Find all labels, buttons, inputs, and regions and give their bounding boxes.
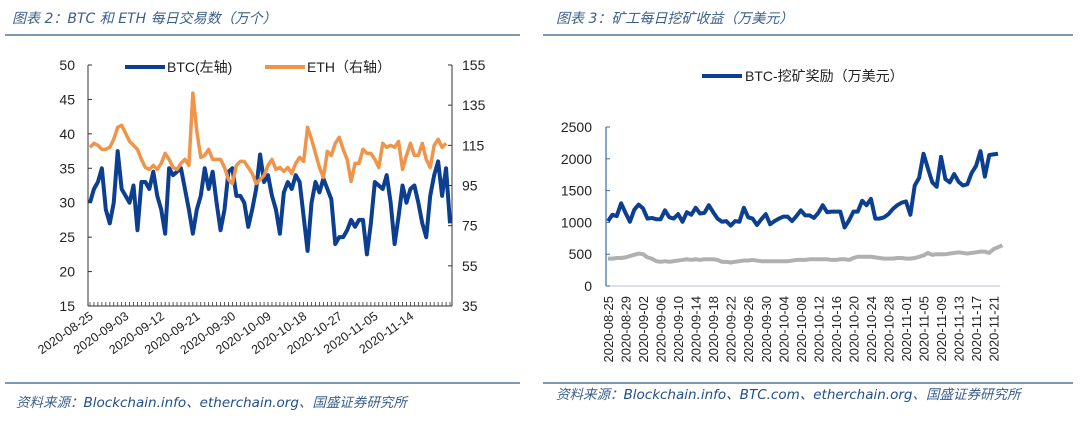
x-tick-label: 2020-11-05	[917, 296, 932, 362]
right-y-tick-label: 135	[462, 97, 486, 113]
x-tick-label: 2020-09-06	[654, 296, 669, 363]
left-y-tick-label: 35	[59, 160, 75, 176]
x-tick-label: 2020-08-29	[619, 296, 634, 363]
legend-label: BTC-挖矿奖励（万美元）	[745, 68, 904, 84]
y-tick-label: 1000	[561, 214, 592, 230]
series-line-btc	[88, 149, 452, 257]
x-tick-label: 2020-11-09	[934, 296, 949, 362]
y-tick-label: 500	[569, 246, 593, 262]
left-y-tick-label: 30	[59, 195, 75, 211]
x-tick-label: 2020-10-20	[846, 296, 861, 363]
x-tick-label: 2020-09-14	[689, 296, 704, 363]
x-tick-label: 2020-10-12	[811, 296, 826, 363]
right-y-tick-label: 35	[462, 298, 478, 314]
source-label: 资料来源：	[556, 387, 624, 403]
x-tick-label: 2020-10-28	[881, 296, 896, 363]
y-tick-label: 2000	[561, 151, 592, 167]
left-y-tick-label: 20	[59, 264, 75, 280]
x-tick-label: 2020-10-04	[776, 296, 791, 363]
x-tick-label: 2020-08-25	[601, 296, 616, 363]
x-tick-label: 2020-10-24	[864, 296, 879, 363]
x-tick-label: 2020-09-10	[671, 296, 686, 363]
x-tick-label: 2020-11-21	[987, 296, 1002, 362]
figure3-bottom-rule	[543, 382, 1073, 384]
x-tick-label: 2020-09-30	[759, 296, 774, 363]
series-line-eth	[88, 91, 448, 186]
y-tick-label: 2500	[561, 119, 592, 135]
right-y-tick-label: 95	[462, 178, 478, 194]
x-tick-label: 2020-09-22	[724, 296, 739, 363]
y-tick-label: 1500	[561, 183, 592, 199]
source-sites: Blockchain.info、etherchain.org	[83, 395, 299, 411]
series-line-gray	[608, 243, 1004, 265]
figure3-title: 图表 3：矿工每日挖矿收益（万美元）	[556, 11, 794, 27]
figure2-source: 资料来源：Blockchain.info、etherchain.org、国盛证券…	[16, 394, 516, 412]
left-y-tick-label: 40	[59, 126, 75, 142]
left-y-tick-label: 45	[59, 91, 75, 107]
figure3-top-rule	[543, 34, 1073, 36]
left-y-tick-label: 15	[59, 298, 75, 314]
left-y-tick-label: 50	[59, 57, 75, 73]
source-institute: 、国盛证券研究所	[912, 387, 1021, 403]
x-tick-label: 2020-11-13	[952, 296, 967, 362]
figure2-bottom-rule	[5, 382, 520, 384]
figure2-title: 图表 2：BTC 和 ETH 每日交易数（万个）	[12, 11, 277, 27]
figure3-source: 资料来源：Blockchain.info、BTC.com、etherchain.…	[556, 386, 1061, 404]
right-y-tick-label: 55	[462, 258, 478, 274]
right-y-tick-label: 75	[462, 218, 478, 234]
x-tick-label: 2020-11-17	[969, 296, 984, 362]
x-tick-label: 2020-09-18	[706, 296, 721, 363]
source-institute: 、国盛证券研究所	[298, 395, 407, 411]
series-line-btc-reward	[606, 149, 999, 230]
y-tick-label: 0	[584, 278, 592, 294]
source-sites: Blockchain.info、BTC.com、etherchain.org	[623, 387, 913, 403]
figure2-top-rule	[5, 34, 520, 36]
left-y-tick-label: 25	[59, 229, 75, 245]
x-tick-label: 2020-09-02	[636, 296, 651, 363]
legend-label: BTC(左轴)	[167, 59, 232, 75]
source-label: 资料来源：	[16, 395, 84, 411]
x-tick-label: 2020-09-26	[741, 296, 756, 363]
x-tick-label: 2020-10-08	[794, 296, 809, 363]
legend-label: ETH（右轴）	[307, 59, 391, 75]
right-y-tick-label: 155	[462, 57, 486, 73]
right-y-tick-label: 115	[462, 137, 485, 153]
x-tick-label: 2020-11-01	[899, 296, 914, 362]
x-tick-label: 2020-10-16	[829, 296, 844, 363]
